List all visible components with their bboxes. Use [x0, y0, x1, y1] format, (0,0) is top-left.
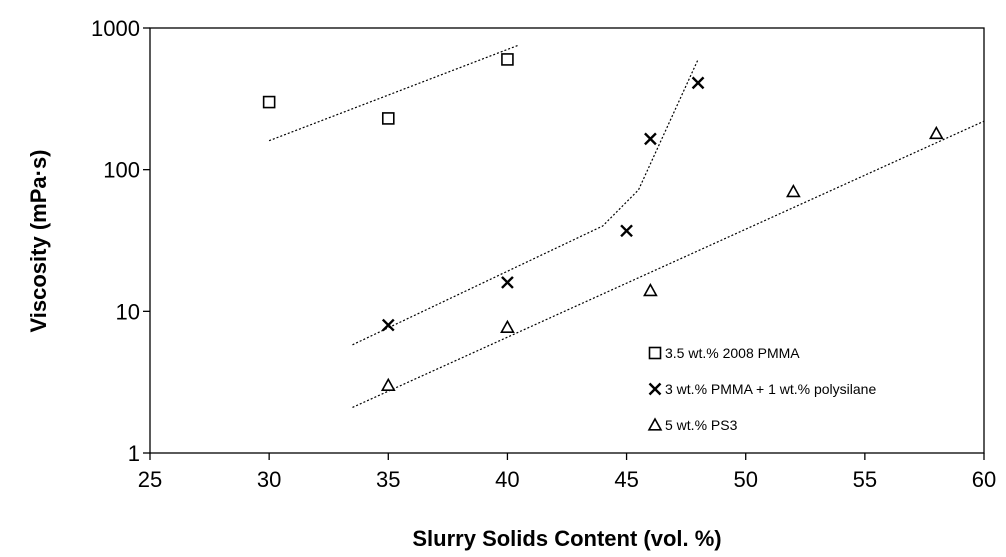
- y-tick-label: 100: [103, 158, 140, 183]
- x-tick-label: 60: [972, 467, 996, 492]
- x-axis-ticks: 25 30 35 40 45 50 55 60: [138, 453, 996, 492]
- data-point: [501, 276, 514, 289]
- plot-border: [149, 27, 985, 454]
- data-point: [786, 183, 801, 198]
- y-axis-title: Viscosity (mPa·s): [26, 149, 51, 332]
- plot-area: [149, 27, 985, 454]
- trendline: [352, 120, 985, 408]
- data-point: [691, 76, 705, 90]
- x-tick-label: 40: [495, 467, 519, 492]
- y-tick-label: 1000: [91, 16, 140, 41]
- legend: 3.5 wt.% 2008 PMMA 3 wt.% PMMA + 1 wt.% p…: [647, 345, 876, 433]
- data-point: [500, 319, 515, 334]
- legend-label: 3 wt.% PMMA + 1 wt.% polysilane: [665, 381, 876, 397]
- data-point: [381, 318, 395, 332]
- x-tick-label: 45: [614, 467, 638, 492]
- y-tick-label: 10: [116, 299, 140, 324]
- data-point: [643, 282, 658, 297]
- x-tick-label: 25: [138, 467, 162, 492]
- legend-marker: [648, 382, 662, 396]
- data-point: [644, 132, 657, 146]
- x-tick-label: 30: [257, 467, 281, 492]
- x-tick-label: 55: [853, 467, 877, 492]
- x-tick-label: 50: [733, 467, 757, 492]
- legend-label: 3.5 wt.% 2008 PMMA: [665, 345, 800, 361]
- x-tick-label: 35: [376, 467, 400, 492]
- legend-marker: [648, 346, 662, 360]
- data-point: [381, 112, 395, 125]
- trendline: [268, 44, 520, 142]
- data-point: [928, 125, 944, 140]
- data-point: [620, 224, 633, 238]
- data-point: [501, 53, 514, 66]
- trendline: [352, 59, 699, 346]
- data-point: [262, 95, 276, 109]
- data-point: [380, 377, 396, 392]
- y-tick-label: 1: [128, 441, 140, 466]
- trendlines: [268, 44, 985, 408]
- x-axis-title: Slurry Solids Content (vol. %): [412, 526, 721, 551]
- data-points: [262, 53, 944, 392]
- legend-label: 5 wt.% PS3: [665, 417, 738, 433]
- y-axis-ticks: 1 10 100 1000: [91, 16, 150, 466]
- legend-marker: [647, 417, 663, 431]
